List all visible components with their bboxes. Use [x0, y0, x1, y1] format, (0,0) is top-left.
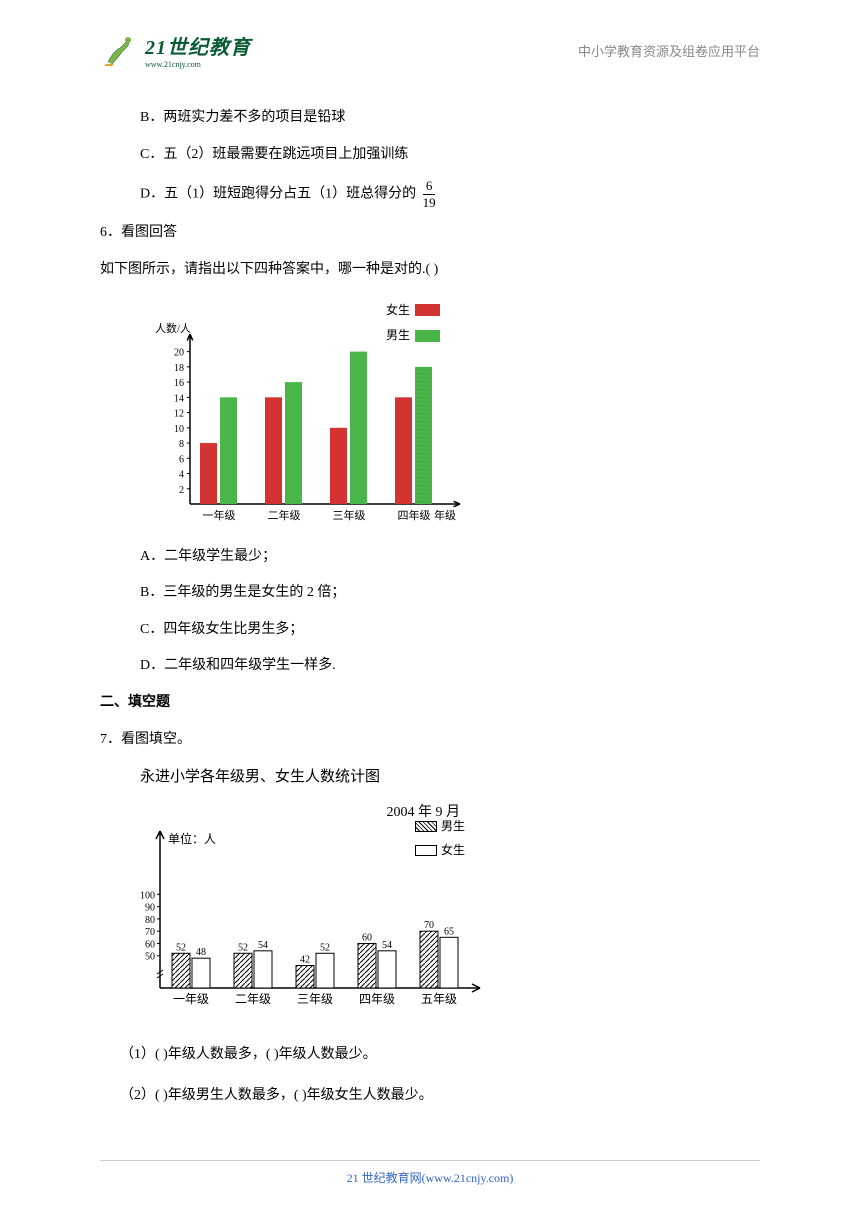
svg-text:52: 52	[320, 942, 330, 953]
svg-text:65: 65	[444, 926, 454, 937]
header-right-text: 中小学教育资源及组卷应用平台	[578, 41, 760, 60]
svg-text:14: 14	[174, 393, 184, 404]
svg-text:52: 52	[176, 942, 186, 953]
svg-text:50: 50	[145, 952, 155, 963]
logo: 21世纪教育 www.21cnjy.com	[100, 30, 251, 70]
svg-text:一年级: 一年级	[203, 508, 236, 522]
q7-sub1: （1）( )年级人数最多，( )年级人数最少。	[120, 1042, 760, 1069]
svg-text:90: 90	[145, 903, 155, 914]
svg-text:4: 4	[179, 469, 184, 480]
footer: 21 世纪教育网(www.21cnjy.com)	[100, 1160, 760, 1186]
chart2-svg: 单位：人50607080901005248一年级5254二年级4252三年级60…	[120, 813, 490, 1023]
svg-text:80: 80	[145, 915, 155, 926]
svg-text:70: 70	[145, 927, 155, 938]
content: B．两班实力差不多的项目是铅球 C．五（2）班最需要在跳远项目上加强训练 D．五…	[0, 80, 860, 1129]
svg-text:10: 10	[174, 423, 184, 434]
q6-subtitle: 如下图所示，请指出以下四种答案中，哪一种是对的.( )	[100, 257, 760, 284]
svg-text:18: 18	[174, 362, 184, 373]
footer-main: 21 世纪教育网	[347, 1171, 422, 1185]
fraction: 6 19	[420, 178, 439, 210]
q6-title: 6．看图回答	[100, 220, 760, 247]
chart2: 永进小学各年级男、女生人数统计图 2004 年 9 月 男生 女生 单位：人50…	[110, 763, 490, 1028]
q7-title: 7．看图填空。	[100, 727, 760, 754]
q6-option-d: D．二年级和四年级学生一样多.	[140, 653, 760, 680]
svg-text:二年级: 二年级	[268, 508, 301, 522]
svg-text:单位：人: 单位：人	[168, 831, 216, 846]
section2-title: 二、填空题	[100, 690, 760, 717]
svg-text:五年级: 五年级	[421, 992, 457, 1006]
svg-text:四年级: 四年级	[359, 992, 395, 1006]
svg-text:54: 54	[382, 940, 392, 951]
svg-text:20: 20	[174, 347, 184, 358]
svg-text:52: 52	[238, 942, 248, 953]
logo-sub-text: www.21cnjy.com	[145, 60, 251, 69]
option-b: B．两班实力差不多的项目是铅球	[140, 105, 760, 132]
svg-text:8: 8	[179, 439, 184, 450]
svg-text:二年级: 二年级	[235, 992, 271, 1006]
svg-text:60: 60	[362, 933, 372, 944]
svg-text:6: 6	[179, 454, 184, 465]
chart1: 女生 男生 人数/人 2468101214161820一年级二年级三年级四年级年…	[140, 299, 470, 529]
chart2-title: 永进小学各年级男、女生人数统计图	[140, 763, 490, 792]
svg-text:48: 48	[196, 947, 206, 958]
svg-text:年级: 年级	[434, 508, 456, 522]
svg-text:70: 70	[424, 920, 434, 931]
q6-option-c: C．四年级女生比男生多；	[140, 617, 760, 644]
footer-url: (www.21cnjy.com)	[422, 1171, 514, 1185]
svg-text:54: 54	[258, 940, 268, 951]
svg-text:三年级: 三年级	[333, 508, 366, 522]
q6-option-a: A．二年级学生最少；	[140, 544, 760, 571]
chart1-svg: 2 4 6 8 10 12 14 16 18 20 一年级 二年级 三年级 四年级年级	[150, 329, 470, 529]
option-c: C．五（2）班最需要在跳远项目上加强训练	[140, 142, 760, 169]
svg-text:100: 100	[140, 890, 155, 901]
q6-option-b: B．三年级的男生是女生的 2 倍；	[140, 580, 760, 607]
option-d: D．五（1）班短跑得分占五（1）班总得分的 6 19	[140, 178, 760, 210]
legend-girl-box	[415, 304, 440, 316]
svg-text:三年级: 三年级	[297, 992, 333, 1006]
svg-text:四年级: 四年级	[398, 508, 431, 522]
svg-text:42: 42	[300, 955, 310, 966]
logo-main-text: 21世纪教育	[145, 31, 251, 60]
logo-icon	[100, 30, 140, 70]
svg-text:60: 60	[145, 940, 155, 951]
svg-text:16: 16	[174, 378, 184, 389]
svg-text:12: 12	[174, 408, 184, 419]
q7-sub2: （2）( )年级男生人数最多，( )年级女生人数最少。	[120, 1083, 760, 1110]
svg-text:一年级: 一年级	[173, 992, 209, 1006]
svg-text:2: 2	[179, 484, 184, 495]
